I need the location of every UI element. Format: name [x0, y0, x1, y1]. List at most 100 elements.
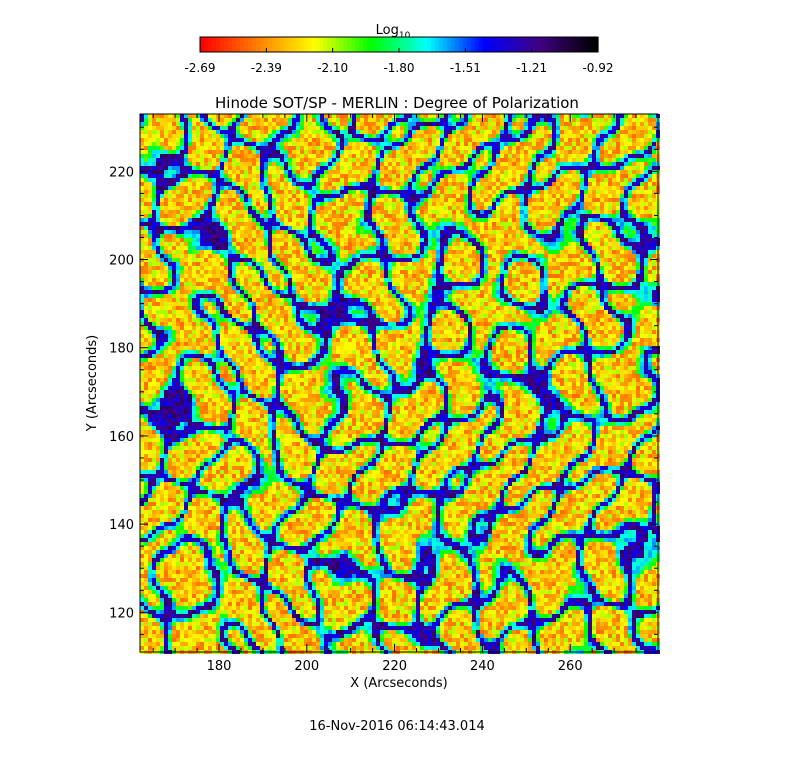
heatmap-cell [228, 234, 232, 238]
heatmap-cell [340, 206, 344, 210]
heatmap-cell [228, 150, 232, 154]
heatmap-cell [516, 118, 520, 122]
heatmap-cell [392, 122, 396, 126]
colorbar-swatch [582, 37, 587, 52]
heatmap-cell [188, 262, 192, 266]
heatmap-cell [520, 182, 524, 186]
heatmap-cell [324, 146, 328, 150]
heatmap-cell [524, 198, 528, 202]
heatmap-cell [364, 194, 368, 198]
heatmap-cell [212, 146, 216, 150]
heatmap-cell [600, 258, 604, 262]
heatmap-cell [404, 226, 408, 230]
heatmap-cell [228, 226, 232, 230]
heatmap-cell [328, 138, 332, 142]
heatmap-cell [216, 138, 220, 142]
heatmap-cell [276, 230, 280, 234]
heatmap-cell [480, 258, 484, 262]
heatmap-cell [428, 162, 432, 166]
heatmap-cell [484, 190, 488, 194]
heatmap-cell [396, 194, 400, 198]
heatmap-cell [388, 122, 392, 126]
heatmap-cell [556, 126, 560, 130]
heatmap-cell [184, 134, 188, 138]
heatmap-cell [436, 242, 440, 246]
heatmap-cell [640, 170, 644, 174]
heatmap-cell [304, 166, 308, 170]
heatmap-cell [168, 206, 172, 210]
heatmap-cell [612, 238, 616, 242]
heatmap-cell [336, 174, 340, 178]
heatmap-cell [212, 258, 216, 262]
heatmap-cell [320, 230, 324, 234]
heatmap-cell [312, 122, 316, 126]
heatmap-cell [528, 142, 532, 146]
colorbar-swatch [215, 37, 221, 52]
heatmap-cell [360, 206, 364, 210]
heatmap-cell [612, 190, 616, 194]
heatmap-cell [240, 158, 244, 162]
heatmap-cell [468, 214, 472, 218]
heatmap-cell [280, 194, 284, 198]
heatmap-cell [408, 198, 412, 202]
heatmap-cell [460, 130, 464, 134]
heatmap-cell [236, 234, 240, 238]
heatmap-cell [396, 254, 400, 258]
heatmap-cell [172, 122, 176, 126]
heatmap-cell [368, 126, 372, 130]
heatmap-cell [380, 194, 384, 198]
heatmap-cell [236, 162, 240, 166]
heatmap-cell [180, 186, 184, 190]
heatmap-cell [460, 206, 464, 210]
heatmap-cell [424, 238, 428, 242]
heatmap-cell [208, 250, 212, 254]
heatmap-cell [540, 150, 544, 154]
heatmap-cell [600, 226, 604, 230]
heatmap-cell [232, 138, 236, 142]
heatmap-cell [288, 262, 292, 266]
heatmap-cell [520, 134, 524, 138]
heatmap-cell [256, 182, 260, 186]
heatmap-cell [388, 126, 392, 130]
colorbar-swatch [574, 37, 579, 52]
heatmap-cell [644, 166, 648, 170]
heatmap-cell [364, 262, 368, 266]
heatmap-cell [652, 194, 656, 198]
heatmap-cell [440, 210, 444, 214]
heatmap-cell [580, 246, 584, 250]
heatmap-cell [316, 198, 320, 202]
heatmap-cell [348, 190, 352, 194]
heatmap-cell [336, 190, 340, 194]
heatmap-cell [320, 226, 324, 230]
heatmap-cell [648, 154, 652, 158]
heatmap-cell [456, 142, 460, 146]
heatmap-cell [288, 142, 292, 146]
heatmap-cell [372, 174, 376, 178]
heatmap-cell [580, 118, 584, 122]
heatmap-cell [568, 154, 572, 158]
heatmap-cell [404, 170, 408, 174]
heatmap-cell [244, 198, 248, 202]
heatmap-cell [380, 190, 384, 194]
heatmap-cell [544, 118, 548, 122]
heatmap-cell [156, 162, 160, 166]
heatmap-cell [204, 154, 208, 158]
heatmap-cell [544, 134, 548, 138]
heatmap-cell [288, 210, 292, 214]
heatmap-cell [304, 186, 308, 190]
heatmap-cell [408, 234, 412, 238]
heatmap-cell [572, 182, 576, 186]
heatmap-cell [620, 222, 624, 226]
heatmap-cell [216, 122, 220, 126]
heatmap-cell [384, 214, 388, 218]
heatmap-cell [616, 146, 620, 150]
heatmap-cell [172, 230, 176, 234]
colorbar-swatch [514, 37, 519, 52]
heatmap-cell [200, 198, 204, 202]
heatmap-cell [288, 122, 292, 126]
heatmap-cell [244, 170, 248, 174]
heatmap-cell [528, 178, 532, 182]
heatmap-cell [624, 194, 628, 198]
heatmap-cell [156, 138, 160, 142]
heatmap-cell [324, 162, 328, 166]
